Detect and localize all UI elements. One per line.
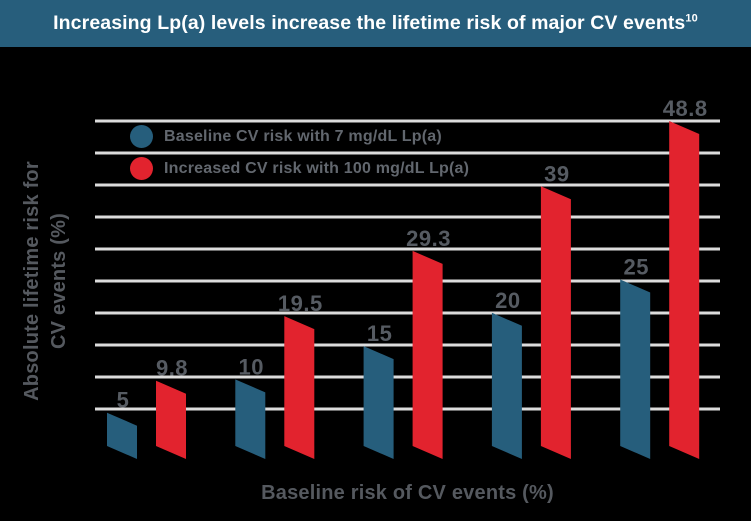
- bar-baseline-risk: [363, 346, 394, 459]
- legend-item-increased-risk: Increased CV risk with 100 mg/dL Lp(a): [130, 157, 469, 180]
- bar-value-label: 29.3: [406, 226, 451, 251]
- bar-value-label: 15: [367, 321, 392, 346]
- legend: Baseline CV risk with 7 mg/dL Lp(a) Incr…: [130, 125, 469, 180]
- bar-baseline-risk: [491, 312, 522, 459]
- bar-increased-risk: [412, 250, 443, 459]
- legend-item-baseline-risk: Baseline CV risk with 7 mg/dL Lp(a): [130, 125, 469, 148]
- y-axis-label-line-1: Absolute lifetime risk for: [21, 161, 43, 401]
- title-reference-superscript: 10: [685, 12, 698, 25]
- bar-value-label: 48.8: [663, 96, 708, 121]
- legend-label-increased: Increased CV risk with 100 mg/dL Lp(a): [164, 159, 470, 177]
- y-axis-label-line-2: CV events (%): [48, 213, 70, 349]
- page-title: Increasing Lp(a) levels increase the lif…: [53, 12, 698, 35]
- bar-baseline-risk: [107, 412, 137, 459]
- legend-label-baseline: Baseline CV risk with 7 mg/dL Lp(a): [164, 127, 442, 145]
- bar-value-label: 5: [117, 388, 130, 413]
- header-bar: Increasing Lp(a) levels increase the lif…: [0, 0, 751, 47]
- x-axis-label: Baseline risk of CV events (%): [261, 482, 554, 504]
- page-title-text: Increasing Lp(a) levels increase the lif…: [53, 12, 686, 34]
- legend-dot-baseline-icon: [130, 125, 153, 148]
- bar-value-label: 10: [239, 354, 264, 379]
- legend-dot-increased-icon: [130, 157, 153, 180]
- bar-value-label: 39: [544, 161, 569, 186]
- bar-increased-risk: [156, 380, 186, 459]
- bar-baseline-risk: [620, 279, 651, 459]
- bar-increased-risk: [284, 316, 315, 459]
- bar-value-label: 20: [495, 288, 520, 313]
- bar-increased-risk: [540, 186, 571, 460]
- bar-baseline-risk: [235, 379, 266, 459]
- y-axis-label: Absolute lifetime risk for CV events (%): [19, 111, 75, 451]
- bar-value-label: 19.5: [278, 291, 323, 316]
- bar-value-label: 9.8: [156, 356, 188, 381]
- bar-increased-risk: [669, 121, 700, 459]
- bar-value-label: 25: [623, 255, 648, 280]
